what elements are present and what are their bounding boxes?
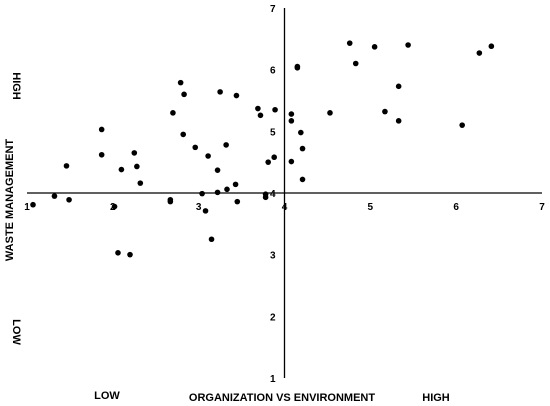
data-point xyxy=(352,60,359,67)
x-axis-title: ORGANIZATION VS ENVIRONMENT xyxy=(189,392,375,404)
data-point xyxy=(131,150,138,156)
data-point xyxy=(459,122,465,128)
data-point xyxy=(192,144,199,151)
x-tick-label: 5 xyxy=(368,202,374,213)
data-point xyxy=(299,176,306,183)
data-point xyxy=(205,153,211,159)
data-point xyxy=(298,129,304,136)
data-point xyxy=(476,50,483,56)
data-point xyxy=(98,151,105,158)
data-point xyxy=(63,163,70,169)
y-tick-label: 4 xyxy=(270,189,276,200)
data-point xyxy=(208,236,215,243)
y-high-label: HIGH xyxy=(10,72,22,100)
data-point xyxy=(30,201,36,208)
data-point xyxy=(234,198,241,205)
data-point xyxy=(202,208,209,214)
x-tick-label: 1 xyxy=(24,202,30,213)
data-point xyxy=(346,40,353,46)
data-point xyxy=(233,92,240,99)
data-point xyxy=(217,89,223,95)
axes xyxy=(27,8,542,378)
data-point xyxy=(405,42,411,48)
y-tick-label: 6 xyxy=(270,66,276,77)
data-point xyxy=(327,110,333,116)
data-point xyxy=(181,91,187,98)
data-point xyxy=(66,196,72,203)
data-point xyxy=(51,193,58,199)
y-low-label: LOW xyxy=(10,319,22,345)
y-tick-label: 3 xyxy=(270,251,276,262)
data-point xyxy=(257,112,264,119)
data-point xyxy=(288,118,295,124)
data-point xyxy=(214,167,221,173)
x-tick-label: 4 xyxy=(282,202,288,213)
data-point xyxy=(111,203,118,210)
data-point xyxy=(299,145,306,152)
data-point xyxy=(265,159,271,165)
data-point xyxy=(262,194,269,201)
data-point xyxy=(199,190,205,197)
data-point xyxy=(223,142,229,148)
data-point xyxy=(137,180,144,186)
data-point xyxy=(180,131,187,138)
data-point xyxy=(395,83,402,90)
data-point xyxy=(177,79,184,86)
y-axis-title: WASTE MANAGEMENT xyxy=(4,139,16,262)
data-point xyxy=(382,108,388,115)
x-high-label: HIGH xyxy=(422,392,450,404)
data-point xyxy=(167,198,174,205)
data-point xyxy=(271,154,278,161)
y-tick-labels: 1 2 3 4 5 6 7 xyxy=(270,4,276,385)
data-point xyxy=(371,44,378,50)
y-tick-label: 5 xyxy=(270,127,276,138)
data-point xyxy=(294,65,301,71)
x-tick-label: 3 xyxy=(196,202,202,213)
x-tick-label: 6 xyxy=(453,202,459,213)
data-point xyxy=(395,118,402,124)
x-tick-label: 7 xyxy=(539,202,545,213)
data-point xyxy=(170,110,176,116)
data-point xyxy=(288,111,295,117)
data-points xyxy=(30,40,495,258)
data-point xyxy=(288,158,295,165)
data-point xyxy=(115,250,121,256)
data-point xyxy=(255,105,261,112)
data-point xyxy=(214,189,221,196)
data-point xyxy=(127,251,133,258)
y-tick-label: 1 xyxy=(270,374,276,385)
data-point xyxy=(232,181,239,188)
data-point xyxy=(118,166,125,173)
y-tick-label: 7 xyxy=(270,4,276,15)
data-point xyxy=(272,106,278,113)
x-low-label: LOW xyxy=(94,390,120,402)
data-point xyxy=(488,43,495,50)
data-point xyxy=(98,126,105,133)
data-point xyxy=(134,163,140,170)
y-tick-label: 2 xyxy=(270,312,276,323)
data-point xyxy=(224,186,230,193)
